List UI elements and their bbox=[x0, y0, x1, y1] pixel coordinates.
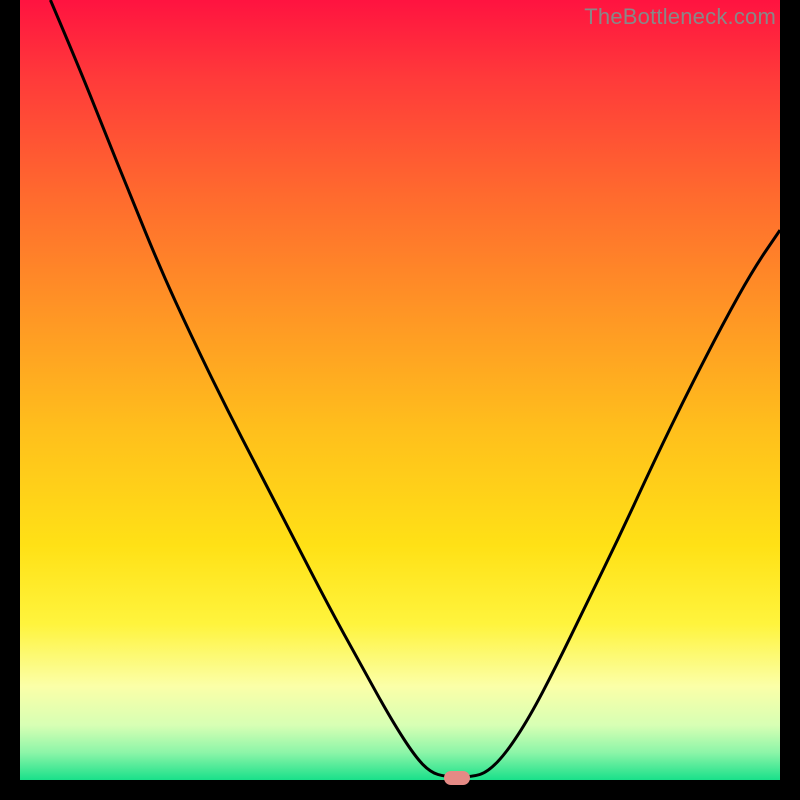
bottleneck-chart: TheBottleneck.com bbox=[0, 0, 800, 800]
chart-border-left bbox=[0, 0, 20, 800]
chart-border-right bbox=[780, 0, 800, 800]
heat-gradient-background bbox=[20, 0, 780, 780]
watermark-text: TheBottleneck.com bbox=[584, 4, 776, 30]
minimum-marker bbox=[444, 771, 470, 785]
chart-border-bottom bbox=[0, 780, 800, 800]
